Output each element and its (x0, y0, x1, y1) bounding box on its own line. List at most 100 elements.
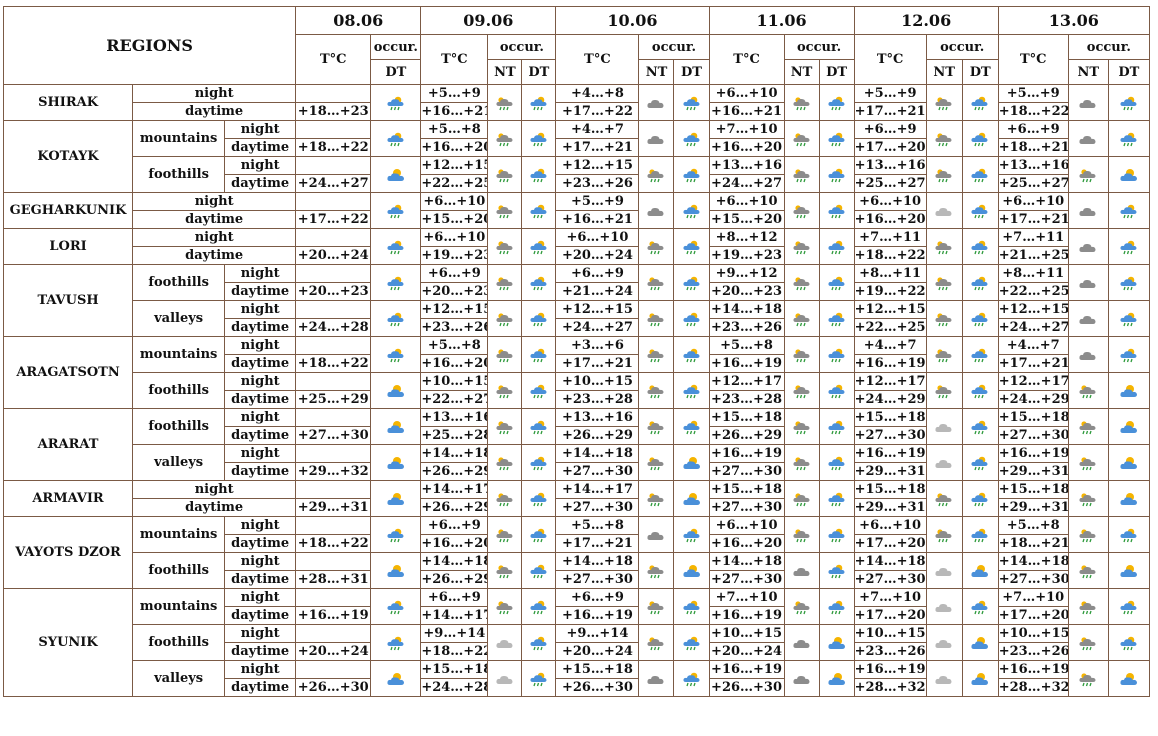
occurrence-nt (487, 660, 523, 697)
occurrence-nt (925, 660, 963, 697)
time-of-day: daytime (224, 354, 297, 373)
nt-header: NT (783, 59, 820, 85)
time-of-day: daytime (132, 102, 297, 121)
sun-cloud-icon (1119, 383, 1139, 399)
temperature-cell: +12…+17 (708, 372, 785, 391)
sun-cloud-rain-icon (529, 599, 549, 615)
occurrence-nt (1067, 336, 1109, 373)
cloud-rain-icon (1078, 455, 1098, 471)
temperature-cell: +18…+22 (295, 138, 372, 157)
temperature-cell: +24…+29 (997, 390, 1069, 409)
region-name: ARMAVIR (2, 480, 134, 517)
temperature-cell: +9…+14 (420, 624, 489, 643)
temperature-cell: +25…+29 (295, 390, 372, 409)
time-of-day: night (224, 156, 297, 175)
cloud-light-icon (934, 563, 954, 579)
occurrence-dt (1107, 372, 1151, 409)
sun-cloud-rain-icon (386, 311, 406, 327)
sun-cloud-rain-icon (682, 203, 702, 219)
nt-header: NT (925, 59, 963, 85)
temperature-cell: +12…+15 (997, 300, 1069, 319)
sun-cloud-rain-icon (682, 599, 702, 615)
occurrence-dt (961, 156, 999, 193)
occurrence-nt (638, 264, 675, 301)
occurrence-nt (783, 120, 820, 157)
cloud-icon (792, 563, 812, 579)
temperature-cell: +20…+24 (295, 642, 372, 661)
occurrence-nt (1067, 264, 1109, 301)
subregion-name: foothills (132, 156, 226, 193)
occurrence-dt (370, 660, 422, 697)
temperature-cell: +16…+19 (708, 606, 785, 625)
cloud-icon (1078, 347, 1098, 363)
temperature-cell: +24…+28 (420, 678, 489, 697)
temperature-cell: +17…+20 (853, 606, 927, 625)
occurrence-nt (638, 588, 675, 625)
temperature-cell: +10…+15 (997, 624, 1069, 643)
occurrence-dt (521, 588, 557, 625)
sun-cloud-rain-icon (529, 203, 549, 219)
region-name: SYUNIK (2, 588, 134, 697)
occurrence-nt (1067, 156, 1109, 193)
temperature-cell: +19…+22 (853, 282, 927, 301)
occurrence-dt (521, 408, 557, 445)
sun-cloud-rain-icon (827, 347, 847, 363)
occurrence-nt (925, 372, 963, 409)
sun-cloud-rain-icon (970, 383, 990, 399)
cloud-rain-icon (646, 455, 666, 471)
occurrence-dt (961, 624, 999, 661)
table-row: daytime +18…+23 +16…+21 +17…+22 +16…+21 +17…+… (4, 102, 1150, 121)
temperature-cell: +23…+26 (420, 318, 489, 337)
sun-cloud-rain-icon (1119, 275, 1139, 291)
occurrence-dt (961, 408, 999, 445)
nt-header: NT (638, 59, 675, 85)
occurrence-nt (925, 228, 963, 265)
time-of-day: daytime (224, 318, 297, 337)
occurrence-nt (638, 408, 675, 445)
occurrence-dt (521, 120, 557, 157)
occurrence-dt (961, 264, 999, 301)
cloud-rain-icon (646, 599, 666, 615)
temperature-cell: +27…+30 (997, 570, 1069, 589)
table-row: daytime +18…+22 +16…+20 +17…+21 +16…+20 +17…+… (4, 138, 1150, 157)
temperature-cell: +18…+22 (295, 354, 372, 373)
sun-cloud-icon (386, 419, 406, 435)
temperature-cell: +22…+25 (997, 282, 1069, 301)
sun-cloud-rain-icon (827, 383, 847, 399)
temperature-cell: +13…+16 (708, 156, 785, 175)
time-of-day: night (224, 588, 297, 607)
temperature-cell: +26…+29 (555, 426, 640, 445)
occurrence-dt (521, 336, 557, 373)
temperature-cell: +17…+21 (997, 354, 1069, 373)
temperature-cell: +18…+22 (420, 642, 489, 661)
temperature-cell: +5…+8 (708, 336, 785, 355)
cloud-rain-icon (934, 383, 954, 399)
temperature-cell: +16…+20 (853, 210, 927, 229)
temperature-cell: +6…+10 (708, 192, 785, 211)
temperature-cell: +16…+19 (708, 660, 785, 679)
temperature-cell: +6…+10 (853, 192, 927, 211)
subregion-name: mountains (132, 516, 226, 553)
temperature-cell: +17…+21 (555, 138, 640, 157)
temperature-cell: +15…+18 (997, 480, 1069, 499)
temperature-cell: +20…+23 (708, 282, 785, 301)
sun-cloud-rain-icon (827, 527, 847, 543)
region-name: TAVUSH (2, 264, 134, 337)
sun-cloud-rain-icon (682, 527, 702, 543)
table-row: LORI night +6…+10 +6…+10 +8…+12 +7…+11 +7…+11 (2, 228, 1151, 265)
table-row: daytime +29…+32 +26…+29 +27…+30 +27…+30 +29…+… (4, 462, 1150, 481)
occurrence-dt (818, 192, 855, 229)
table-row: daytime +18…+22 +16…+20 +17…+21 +16…+20 +17…+… (4, 534, 1150, 553)
occurrence-nt (925, 408, 963, 445)
cloud-icon (1078, 239, 1098, 255)
table-row: VAYOTS DZOR mountains night +6…+9 +5…+8 +6…+1… (2, 516, 1151, 589)
sun-cloud-rain-icon (529, 419, 549, 435)
sun-cloud-icon (386, 563, 406, 579)
table-row: ARMAVIR night +14…+17 +14…+17 +15…+18 +15…+18… (2, 480, 1151, 517)
occurrence-dt (1107, 588, 1151, 625)
temperature-cell: +20…+24 (295, 246, 372, 265)
subregion-name: foothills (132, 552, 226, 589)
temperature-cell: +10…+15 (555, 372, 640, 391)
cloud-rain-icon (495, 347, 515, 363)
temperature-cell: +16…+20 (708, 138, 785, 157)
